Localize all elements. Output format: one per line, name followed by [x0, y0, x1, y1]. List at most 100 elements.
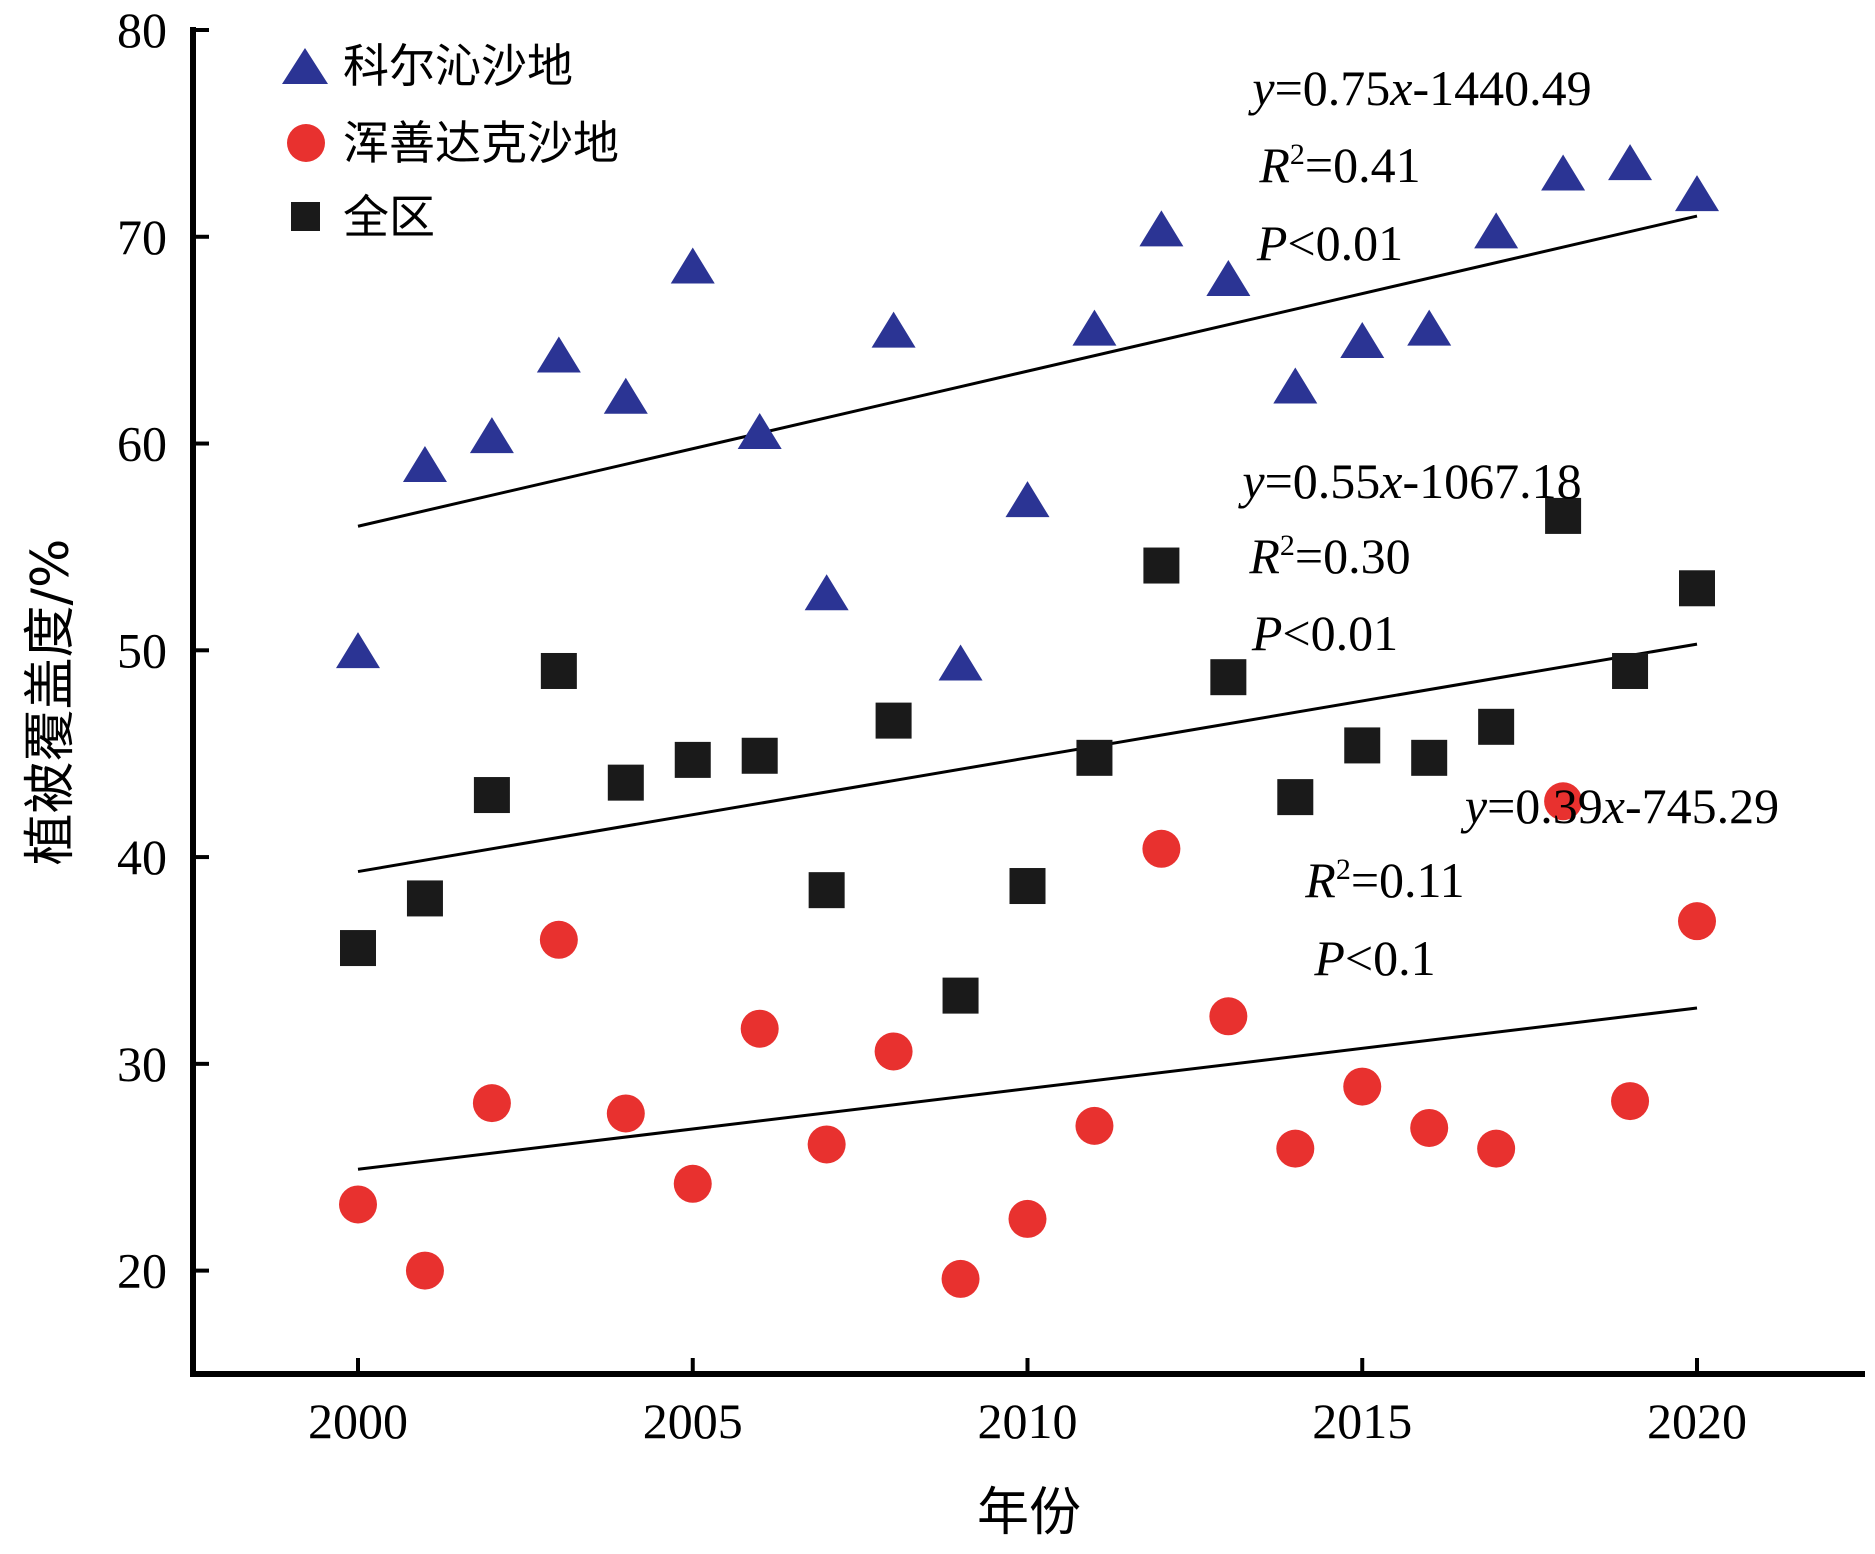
- point-triangle: [1072, 309, 1117, 346]
- point-square: [473, 777, 510, 814]
- point-circle: [941, 1259, 980, 1298]
- point-circle: [1075, 1106, 1114, 1145]
- x-axis-title: 年份: [977, 1483, 1081, 1543]
- point-square: [540, 652, 577, 689]
- point-triangle: [1541, 154, 1586, 191]
- axes: 20 30 40 50 60 70 80 2000 2005 2010 2015 2020 年份 植被覆盖…: [21, 2, 1865, 1543]
- y-tick-label: 30: [117, 1036, 167, 1092]
- trend-line-0: [357, 214, 1698, 528]
- legend: 科尔沁沙地 浑善达克沙地 全区: [282, 39, 619, 244]
- point-circle: [874, 1032, 913, 1071]
- point-triangle: [336, 632, 380, 669]
- point-square: [1344, 727, 1381, 764]
- point-circle: [1008, 1199, 1047, 1238]
- point-square: [1076, 739, 1113, 776]
- regression-r2-2: R2=0.30: [1248, 528, 1410, 584]
- point-square: [406, 880, 443, 917]
- point-circle: [673, 1164, 712, 1203]
- point-circle: [740, 1009, 779, 1048]
- point-triangle: [469, 417, 514, 454]
- point-circle: [539, 920, 578, 959]
- regression-annotations: y=0.75x-1440.49 R2=0.41 P<0.01 y=0.39x-745.…: [1237, 60, 1779, 986]
- legend-marker-triangle: [282, 48, 328, 84]
- point-triangle: [1608, 144, 1653, 181]
- point-triangle: [1139, 210, 1184, 247]
- point-circle: [1477, 1129, 1516, 1168]
- data-points: [336, 144, 1719, 1298]
- point-triangle: [1474, 212, 1519, 249]
- legend-item-hunshandake: 浑善达克沙地: [287, 116, 619, 170]
- point-square: [1210, 659, 1247, 696]
- y-tick-label: 80: [117, 2, 167, 58]
- trend-line-2: [357, 642, 1698, 874]
- legend-label-hunshandake: 浑善达克沙地: [343, 116, 619, 170]
- regression-equation-2: y=0.55x-1067.18: [1237, 453, 1581, 509]
- x-tick-label: 2005: [643, 1393, 743, 1449]
- point-triangle: [670, 247, 715, 284]
- point-triangle: [402, 446, 447, 483]
- y-axis-title: 植被覆盖度/%: [21, 539, 81, 866]
- point-triangle: [536, 336, 581, 373]
- point-triangle: [1005, 481, 1050, 518]
- regression-p-0: P<0.01: [1256, 215, 1403, 271]
- y-tick-label: 60: [117, 416, 167, 472]
- point-circle: [807, 1125, 846, 1164]
- point-square: [1545, 497, 1582, 534]
- point-circle: [1410, 1108, 1449, 1147]
- regression-p-2: P<0.01: [1251, 605, 1398, 661]
- regression-equation-1: y=0.39x-745.29: [1460, 778, 1779, 834]
- point-triangle: [804, 574, 849, 611]
- point-circle: [1544, 782, 1583, 821]
- trend-lines: [357, 214, 1698, 1171]
- trend-line-1: [357, 1006, 1698, 1171]
- y-tick-label: 50: [117, 622, 167, 678]
- point-circle: [606, 1094, 645, 1133]
- point-circle: [1611, 1082, 1650, 1121]
- point-square: [340, 930, 376, 967]
- x-tick-label: 2000: [308, 1393, 408, 1449]
- y-tick-label: 20: [117, 1243, 167, 1299]
- point-circle: [405, 1251, 444, 1290]
- legend-marker-circle: [287, 124, 325, 162]
- point-triangle: [1206, 259, 1251, 296]
- regression-r2-0: R2=0.41: [1258, 137, 1420, 193]
- legend-item-all: 全区: [291, 190, 435, 244]
- point-square: [942, 977, 979, 1014]
- point-circle: [1209, 997, 1248, 1036]
- point-triangle: [1340, 321, 1385, 358]
- legend-item-horqin: 科尔沁沙地: [282, 39, 573, 93]
- y-tick-label: 70: [117, 209, 167, 265]
- legend-label-all: 全区: [343, 190, 435, 244]
- point-square: [1478, 708, 1515, 745]
- point-square: [1277, 779, 1314, 816]
- point-triangle: [938, 644, 983, 681]
- point-square: [808, 872, 845, 909]
- point-circle: [472, 1084, 511, 1123]
- point-square: [674, 741, 711, 778]
- point-circle: [339, 1185, 377, 1224]
- x-tick-label: 2015: [1312, 1393, 1412, 1449]
- point-triangle: [871, 311, 916, 348]
- point-square: [875, 702, 912, 739]
- point-triangle: [1273, 367, 1318, 404]
- point-circle: [1142, 829, 1181, 868]
- point-circle: [1343, 1067, 1382, 1106]
- regression-p-1: P<0.1: [1313, 930, 1435, 986]
- point-square: [1612, 652, 1649, 689]
- regression-r2-1: R2=0.11: [1304, 852, 1464, 908]
- point-square: [1009, 868, 1046, 905]
- point-square: [1143, 547, 1180, 584]
- point-square: [1411, 739, 1448, 776]
- point-triangle: [603, 377, 648, 414]
- legend-label-horqin: 科尔沁沙地: [343, 39, 573, 93]
- x-tick-label: 2010: [978, 1393, 1078, 1449]
- point-square: [1679, 570, 1715, 607]
- point-square: [741, 737, 778, 774]
- point-square: [607, 764, 644, 801]
- y-tick-label: 40: [117, 829, 167, 885]
- point-triangle: [1675, 175, 1719, 212]
- point-triangle: [1407, 309, 1452, 346]
- x-tick-label: 2020: [1647, 1393, 1747, 1449]
- legend-marker-square: [291, 202, 320, 231]
